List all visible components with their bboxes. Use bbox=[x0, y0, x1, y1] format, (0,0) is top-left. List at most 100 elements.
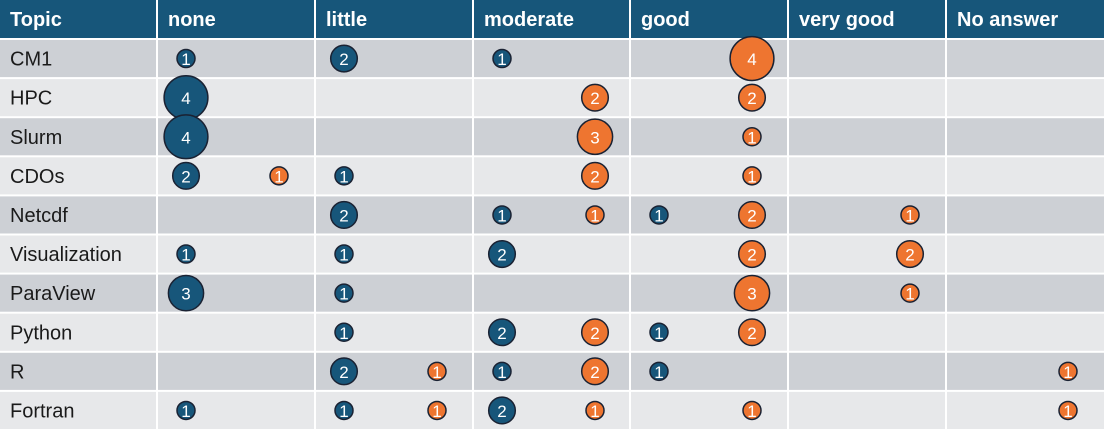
bubble: 1 bbox=[427, 361, 447, 382]
cell-r2-c2 bbox=[316, 118, 472, 156]
cell-r3-c5 bbox=[789, 157, 945, 195]
cell-r3-c0 bbox=[0, 157, 156, 195]
bubble-value: 1 bbox=[181, 50, 190, 69]
bubble: 2 bbox=[329, 357, 359, 386]
cell-r7-c0 bbox=[0, 313, 156, 351]
bubble-value: 1 bbox=[654, 363, 663, 382]
bubble-value: 2 bbox=[590, 363, 599, 382]
bubble-value: 2 bbox=[747, 206, 756, 225]
bubble-value: 3 bbox=[747, 285, 756, 304]
bubble-circle bbox=[737, 240, 767, 269]
table-header: Topic none little moderate good very good No a… bbox=[0, 0, 1104, 38]
header-cell-1 bbox=[158, 0, 314, 38]
cell-r5-c0 bbox=[0, 235, 156, 273]
bubble-circle bbox=[487, 240, 517, 269]
bubble-value: 1 bbox=[497, 363, 506, 382]
bubble: 1 bbox=[334, 322, 354, 343]
bubble: 2 bbox=[487, 240, 517, 269]
topic-label: ParaView bbox=[10, 283, 96, 305]
bubble-value: 1 bbox=[654, 206, 663, 225]
bubble: 1 bbox=[1058, 400, 1078, 421]
bubble-value: 1 bbox=[590, 206, 599, 225]
cell-r8-c0 bbox=[0, 352, 156, 390]
bubble-circle bbox=[900, 283, 920, 303]
bubble-value: 1 bbox=[590, 402, 599, 421]
bubble-circle bbox=[585, 400, 605, 421]
bubble-value: 2 bbox=[747, 324, 756, 343]
bubble: 2 bbox=[329, 200, 359, 229]
bubble: 1 bbox=[742, 166, 762, 186]
header-label-3: moderate bbox=[484, 9, 574, 31]
cell-r4-c6 bbox=[947, 196, 1104, 234]
header-cell-6 bbox=[947, 0, 1104, 38]
cell-r9-c5 bbox=[789, 391, 945, 429]
bubble: 1 bbox=[334, 244, 354, 265]
topic-label: Visualization bbox=[10, 244, 122, 266]
bubble-value: 1 bbox=[747, 128, 756, 147]
bubble-circle bbox=[487, 396, 517, 425]
bubble-value: 1 bbox=[181, 246, 190, 265]
bubble-circle bbox=[729, 35, 775, 82]
cell-r8-c1 bbox=[158, 352, 314, 390]
bubble-circle bbox=[737, 83, 767, 112]
cell-r2-c5 bbox=[789, 118, 945, 156]
topic-label: Netcdf bbox=[10, 205, 68, 227]
header-label-0: Topic bbox=[10, 9, 62, 31]
table-rows: CM1 HPC Slurm CDOs Netcdf Visualization ParaVi… bbox=[10, 49, 122, 423]
bubble: 1 bbox=[176, 400, 196, 421]
bubble-circle bbox=[649, 205, 669, 225]
bubble-value: 1 bbox=[905, 206, 914, 225]
bubble-value: 2 bbox=[497, 246, 506, 265]
bubble: 2 bbox=[580, 357, 610, 386]
bubble: 1 bbox=[334, 166, 354, 186]
bubble-value: 2 bbox=[747, 246, 756, 265]
bubble: 3 bbox=[167, 274, 205, 312]
bubble-value: 2 bbox=[590, 167, 599, 186]
bubble: 1 bbox=[585, 400, 605, 421]
bubble-circle bbox=[334, 166, 354, 186]
bubble: 2 bbox=[580, 83, 610, 112]
bubble-circle bbox=[334, 283, 354, 303]
bubble: 1 bbox=[649, 205, 669, 225]
bubble-value: 2 bbox=[590, 89, 599, 108]
cell-r3-c6 bbox=[947, 157, 1104, 195]
bubble-circle bbox=[895, 240, 925, 269]
bubble-circle bbox=[585, 205, 605, 225]
header-label-4: good bbox=[641, 9, 690, 31]
bubble-circle bbox=[269, 166, 289, 186]
bubble-circle bbox=[334, 244, 354, 264]
bubble-value: 2 bbox=[497, 402, 506, 421]
bubble-circle bbox=[492, 48, 512, 69]
bubble-circle bbox=[167, 274, 205, 312]
bubble-circle bbox=[176, 244, 196, 264]
bubble-value: 3 bbox=[181, 285, 190, 304]
bubble-value: 1 bbox=[181, 402, 190, 421]
bubble-value: 2 bbox=[339, 50, 348, 69]
topic-label: Python bbox=[10, 322, 72, 344]
bubble: 1 bbox=[649, 322, 669, 343]
bubble-value: 4 bbox=[747, 50, 756, 69]
topic-label: R bbox=[10, 361, 24, 383]
bubble: 2 bbox=[487, 318, 517, 347]
bubble-value: 1 bbox=[274, 167, 283, 186]
bubble: 4 bbox=[163, 114, 209, 160]
header-cell-5 bbox=[789, 0, 945, 38]
bubble-value: 2 bbox=[339, 363, 348, 382]
bubble: 2 bbox=[487, 396, 517, 425]
bubble-circle bbox=[649, 322, 669, 342]
cell-r7-c6 bbox=[947, 313, 1104, 351]
bubble-circle bbox=[900, 205, 920, 225]
bubble-circle bbox=[163, 114, 209, 160]
bubble-value: 1 bbox=[747, 402, 756, 421]
bubble-value: 2 bbox=[497, 324, 506, 343]
cell-r5-c6 bbox=[947, 235, 1104, 273]
bubble-value: 1 bbox=[747, 167, 756, 186]
bubble-value: 2 bbox=[339, 206, 348, 225]
cell-r3-c4 bbox=[631, 157, 787, 195]
cell-r6-c0 bbox=[0, 274, 156, 312]
bubble-circle bbox=[1058, 400, 1078, 421]
bubble: 1 bbox=[176, 48, 196, 69]
bubble: 1 bbox=[427, 400, 447, 421]
bubble-value: 1 bbox=[654, 324, 663, 343]
